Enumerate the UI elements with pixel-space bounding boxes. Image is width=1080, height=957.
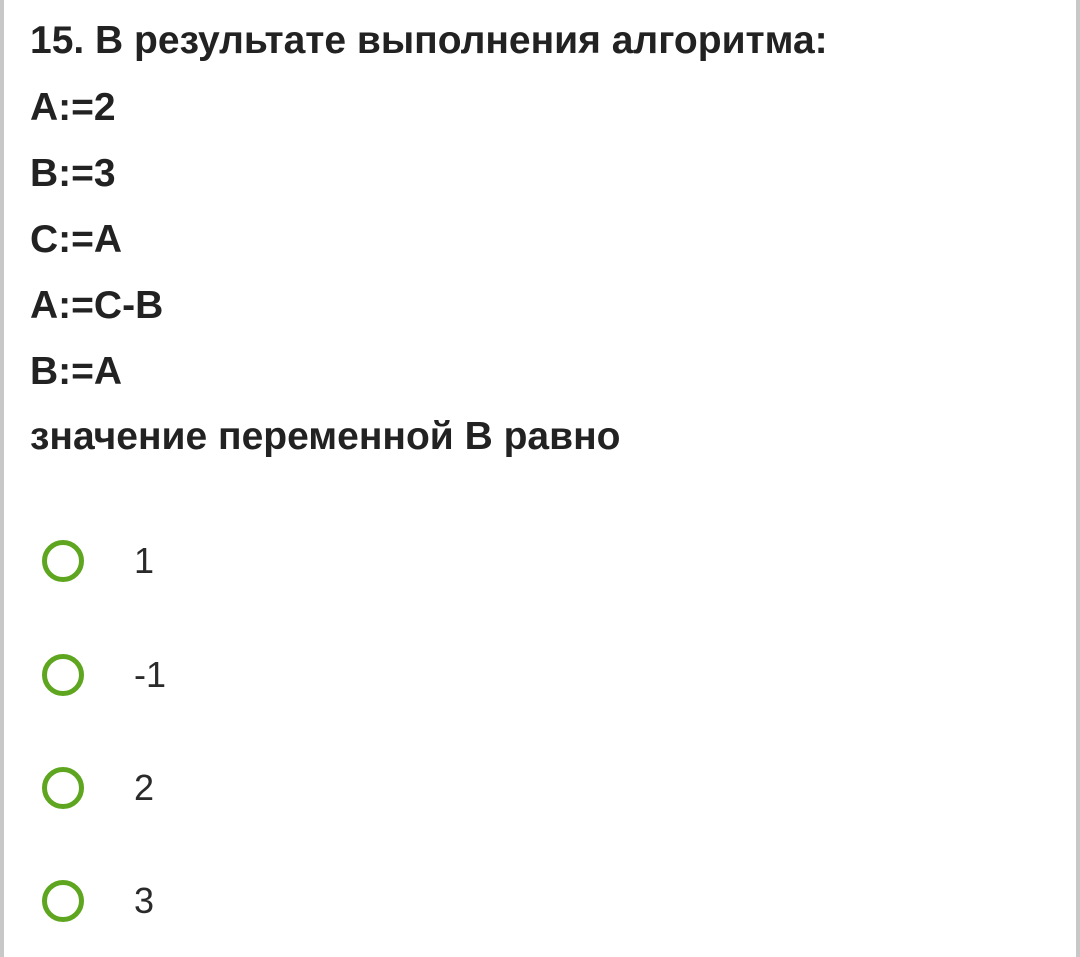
question-prompt: значение переменной B равно — [30, 415, 621, 458]
option-label: 1 — [134, 540, 155, 581]
answer-option-1[interactable]: 1 — [42, 533, 642, 589]
radio-button[interactable] — [42, 880, 84, 922]
code-line: B:=A — [30, 350, 123, 393]
option-label: -1 — [134, 654, 167, 695]
question-title: 15. В результате выполнения алгоритма: — [30, 19, 828, 62]
radio-button[interactable] — [42, 540, 84, 582]
code-line: B:=3 — [30, 152, 116, 195]
radio-button[interactable] — [42, 654, 84, 696]
radio-button[interactable] — [42, 767, 84, 809]
answer-option-2[interactable]: -1 — [42, 647, 642, 703]
answer-option-4[interactable]: 3 — [42, 873, 642, 929]
left-border — [0, 0, 4, 957]
code-line: A:=2 — [30, 86, 116, 129]
code-line: C:=A — [30, 218, 123, 261]
code-line: A:=C-B — [30, 284, 164, 327]
option-label: 3 — [134, 880, 155, 921]
answer-option-3[interactable]: 2 — [42, 760, 642, 816]
option-label: 2 — [134, 767, 155, 808]
right-border — [1076, 0, 1080, 957]
